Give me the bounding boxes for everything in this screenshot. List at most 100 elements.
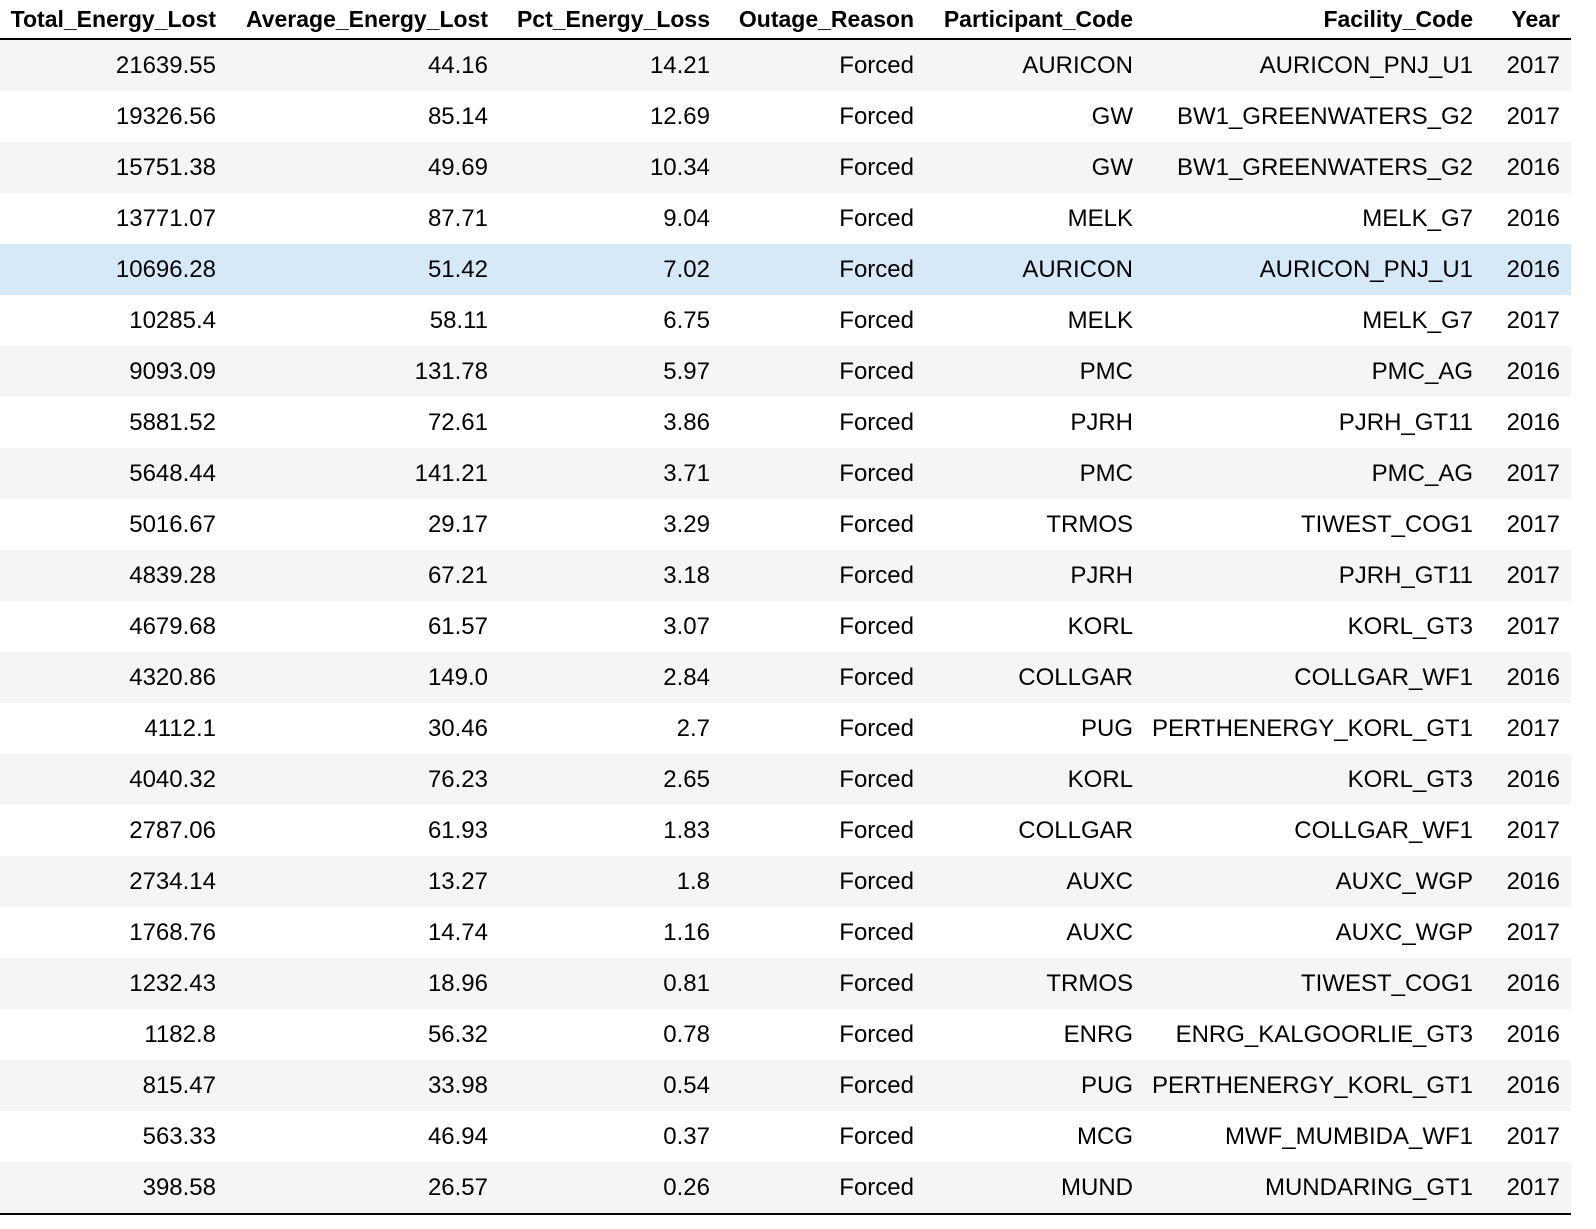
total-energy-lost-cell: 21639.55 — [0, 39, 227, 91]
average-energy-lost-cell: 87.71 — [227, 193, 499, 244]
year-cell: 2016 — [1484, 1009, 1571, 1060]
year-cell: 2016 — [1484, 397, 1571, 448]
participant-code-cell: PUG — [925, 703, 1144, 754]
total-energy-lost-cell: 1182.8 — [0, 1009, 227, 1060]
participant-code-cell: MCG — [925, 1111, 1144, 1162]
pct-energy-loss-cell: 3.07 — [499, 601, 721, 652]
participant-code-cell: AURICON — [925, 244, 1144, 295]
table-row[interactable]: 2787.06 61.93 1.83 Forced COLLGAR COLLGAR_WF1… — [0, 805, 1571, 856]
average-energy-lost-cell: 58.11 — [227, 295, 499, 346]
outage-reason-cell: Forced — [721, 193, 925, 244]
participant-code-cell: GW — [925, 142, 1144, 193]
year-cell: 2017 — [1484, 91, 1571, 142]
table-row[interactable]: 4040.32 76.23 2.65 Forced KORL KORL_GT3 2016 — [0, 754, 1571, 805]
participant-code-cell: MELK — [925, 295, 1144, 346]
table-row[interactable]: 13771.07 87.71 9.04 Forced MELK MELK_G7 2016 — [0, 193, 1571, 244]
pct-energy-loss-cell: 3.29 — [499, 499, 721, 550]
column-header-total-energy-lost[interactable]: Total_Energy_Lost — [0, 0, 227, 40]
table-row[interactable]: 5648.44 141.21 3.71 Forced PMC PMC_AG 2017 — [0, 448, 1571, 499]
facility-code-cell: AURICON_PNJ_U1 — [1144, 39, 1484, 91]
participant-code-cell: MELK — [925, 193, 1144, 244]
column-header-year[interactable]: Year — [1484, 0, 1571, 40]
total-energy-lost-cell: 19326.56 — [0, 91, 227, 142]
year-cell: 2017 — [1484, 1111, 1571, 1162]
total-energy-lost-cell: 1768.76 — [0, 907, 227, 958]
year-cell: 2016 — [1484, 856, 1571, 907]
facility-code-cell: TIWEST_COG1 — [1144, 958, 1484, 1009]
facility-code-cell: MELK_G7 — [1144, 295, 1484, 346]
pct-energy-loss-cell: 10.34 — [499, 142, 721, 193]
outage-reason-cell: Forced — [721, 295, 925, 346]
participant-code-cell: AURICON — [925, 39, 1144, 91]
total-energy-lost-cell: 2787.06 — [0, 805, 227, 856]
average-energy-lost-cell: 67.21 — [227, 550, 499, 601]
facility-code-cell: COLLGAR_WF1 — [1144, 652, 1484, 703]
facility-code-cell: AUXC_WGP — [1144, 856, 1484, 907]
table-row[interactable]: 398.58 26.57 0.26 Forced MUND MUNDARING_GT1 20… — [0, 1162, 1571, 1215]
year-cell: 2017 — [1484, 448, 1571, 499]
table-row[interactable]: 4320.86 149.0 2.84 Forced COLLGAR COLLGAR_WF1… — [0, 652, 1571, 703]
table-row[interactable]: 21639.55 44.16 14.21 Forced AURICON AURICON_P… — [0, 39, 1571, 91]
facility-code-cell: MELK_G7 — [1144, 193, 1484, 244]
average-energy-lost-cell: 18.96 — [227, 958, 499, 1009]
total-energy-lost-cell: 5016.67 — [0, 499, 227, 550]
average-energy-lost-cell: 14.74 — [227, 907, 499, 958]
year-cell: 2016 — [1484, 1060, 1571, 1111]
year-cell: 2016 — [1484, 346, 1571, 397]
table-row[interactable]: 1232.43 18.96 0.81 Forced TRMOS TIWEST_COG1 20… — [0, 958, 1571, 1009]
outage-reason-cell: Forced — [721, 754, 925, 805]
participant-code-cell: TRMOS — [925, 958, 1144, 1009]
participant-code-cell: PJRH — [925, 397, 1144, 448]
average-energy-lost-cell: 72.61 — [227, 397, 499, 448]
year-cell: 2017 — [1484, 550, 1571, 601]
table-row[interactable]: 815.47 33.98 0.54 Forced PUG PERTHENERGY_KORL… — [0, 1060, 1571, 1111]
year-cell: 2016 — [1484, 754, 1571, 805]
table-row[interactable]: 15751.38 49.69 10.34 Forced GW BW1_GREENWATER… — [0, 142, 1571, 193]
total-energy-lost-cell: 815.47 — [0, 1060, 227, 1111]
outage-reason-cell: Forced — [721, 1162, 925, 1215]
column-header-pct-energy-loss[interactable]: Pct_Energy_Loss — [499, 0, 721, 40]
outage-reason-cell: Forced — [721, 244, 925, 295]
pct-energy-loss-cell: 7.02 — [499, 244, 721, 295]
column-header-facility-code[interactable]: Facility_Code — [1144, 0, 1484, 40]
table-row[interactable]: 4839.28 67.21 3.18 Forced PJRH PJRH_GT11 2017 — [0, 550, 1571, 601]
total-energy-lost-cell: 10285.4 — [0, 295, 227, 346]
table-row[interactable]: 4112.1 30.46 2.7 Forced PUG PERTHENERGY_KORL_… — [0, 703, 1571, 754]
column-header-outage-reason[interactable]: Outage_Reason — [721, 0, 925, 40]
table-row[interactable]: 563.33 46.94 0.37 Forced MCG MWF_MUMBIDA_WF1 2… — [0, 1111, 1571, 1162]
facility-code-cell: BW1_GREENWATERS_G2 — [1144, 91, 1484, 142]
table-row[interactable]: 9093.09 131.78 5.97 Forced PMC PMC_AG 2016 — [0, 346, 1571, 397]
year-cell: 2017 — [1484, 295, 1571, 346]
table-row[interactable]: 2734.14 13.27 1.8 Forced AUXC AUXC_WGP 2016 — [0, 856, 1571, 907]
table-row[interactable]: 5016.67 29.17 3.29 Forced TRMOS TIWEST_COG1 20… — [0, 499, 1571, 550]
table-row[interactable]: 1768.76 14.74 1.16 Forced AUXC AUXC_WGP 2017 — [0, 907, 1571, 958]
pct-energy-loss-cell: 1.83 — [499, 805, 721, 856]
table-header: Total_Energy_Lost Average_Energy_Lost Pc… — [0, 0, 1571, 40]
outage-reason-cell: Forced — [721, 550, 925, 601]
average-energy-lost-cell: 33.98 — [227, 1060, 499, 1111]
pct-energy-loss-cell: 6.75 — [499, 295, 721, 346]
table-row[interactable]: 10696.28 51.42 7.02 Forced AURICON AURICON_PN… — [0, 244, 1571, 295]
column-header-participant-code[interactable]: Participant_Code — [925, 0, 1144, 40]
facility-code-cell: PMC_AG — [1144, 448, 1484, 499]
participant-code-cell: AUXC — [925, 907, 1144, 958]
pct-energy-loss-cell: 0.54 — [499, 1060, 721, 1111]
total-energy-lost-cell: 4112.1 — [0, 703, 227, 754]
total-energy-lost-cell: 1232.43 — [0, 958, 227, 1009]
table-row[interactable]: 4679.68 61.57 3.07 Forced KORL KORL_GT3 2017 — [0, 601, 1571, 652]
pct-energy-loss-cell: 12.69 — [499, 91, 721, 142]
table-row[interactable]: 19326.56 85.14 12.69 Forced GW BW1_GREENWATER… — [0, 91, 1571, 142]
year-cell: 2016 — [1484, 958, 1571, 1009]
table-row[interactable]: 5881.52 72.61 3.86 Forced PJRH PJRH_GT11 2016 — [0, 397, 1571, 448]
facility-code-cell: BW1_GREENWATERS_G2 — [1144, 142, 1484, 193]
pct-energy-loss-cell: 0.37 — [499, 1111, 721, 1162]
average-energy-lost-cell: 149.0 — [227, 652, 499, 703]
table-row[interactable]: 1182.8 56.32 0.78 Forced ENRG ENRG_KALGOORLIE… — [0, 1009, 1571, 1060]
average-energy-lost-cell: 61.57 — [227, 601, 499, 652]
column-header-average-energy-lost[interactable]: Average_Energy_Lost — [227, 0, 499, 40]
facility-code-cell: MWF_MUMBIDA_WF1 — [1144, 1111, 1484, 1162]
outage-reason-cell: Forced — [721, 1009, 925, 1060]
table-row[interactable]: 10285.4 58.11 6.75 Forced MELK MELK_G7 2017 — [0, 295, 1571, 346]
participant-code-cell: AUXC — [925, 856, 1144, 907]
outage-reason-cell: Forced — [721, 907, 925, 958]
